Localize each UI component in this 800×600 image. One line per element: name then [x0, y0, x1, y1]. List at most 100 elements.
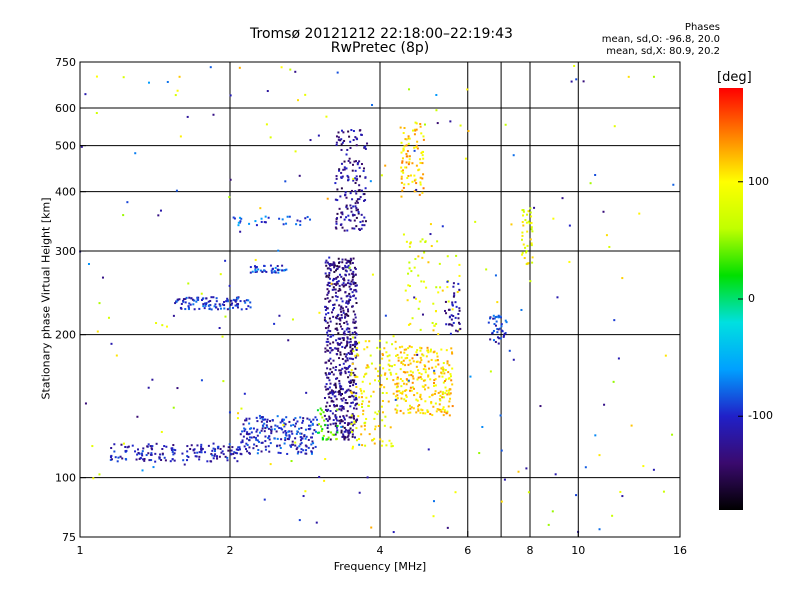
data-point [350, 350, 353, 353]
data-point [526, 244, 529, 247]
data-point [337, 261, 340, 264]
data-point [435, 410, 438, 413]
data-point [340, 171, 343, 174]
data-point [529, 238, 532, 241]
data-point [311, 432, 314, 435]
data-point [394, 408, 397, 411]
phases-o-stats: mean, sd,O: -96.8, 20.0 [601, 34, 720, 45]
data-point [342, 337, 345, 340]
data-point [80, 145, 83, 148]
data-point [428, 367, 431, 370]
data-point [521, 253, 524, 256]
data-point [334, 382, 337, 385]
data-point [139, 457, 142, 460]
data-point [621, 277, 624, 280]
data-point [400, 195, 403, 198]
data-point [411, 357, 414, 360]
data-point [257, 448, 260, 451]
data-point [364, 176, 367, 179]
data-point [295, 223, 298, 226]
data-point [496, 336, 499, 339]
data-point [349, 298, 352, 301]
data-point [200, 451, 203, 454]
data-point [349, 257, 352, 260]
data-point [332, 263, 335, 266]
data-point [357, 354, 360, 357]
data-point [219, 273, 222, 276]
data-point [337, 349, 340, 352]
data-point [488, 317, 491, 320]
data-point [219, 447, 222, 450]
data-point [338, 363, 341, 366]
data-point [341, 327, 344, 330]
data-point [270, 430, 273, 433]
data-point [340, 371, 343, 374]
data-point [410, 346, 413, 349]
data-point [408, 88, 411, 91]
data-point [451, 308, 454, 311]
data-point [271, 267, 274, 270]
data-point [267, 216, 270, 219]
data-point [233, 217, 236, 220]
data-point [346, 207, 349, 210]
data-point [281, 419, 284, 422]
data-point [137, 451, 140, 454]
y-tick-label: 300 [55, 245, 76, 258]
data-point [392, 392, 395, 395]
data-point [355, 407, 358, 410]
data-point [215, 300, 218, 303]
data-point [204, 451, 207, 454]
data-point [447, 405, 450, 408]
data-point [349, 296, 352, 299]
data-point [218, 455, 221, 458]
data-point [481, 425, 484, 428]
data-point [431, 393, 434, 396]
data-point [335, 339, 338, 342]
data-point [407, 323, 410, 326]
data-point [331, 433, 334, 436]
data-point [328, 417, 331, 420]
data-point [497, 314, 500, 317]
data-point [343, 333, 346, 336]
data-point [438, 403, 441, 406]
data-point [388, 368, 391, 371]
data-point [172, 314, 175, 317]
data-point [357, 210, 360, 213]
data-point [287, 339, 290, 342]
data-point [341, 399, 344, 402]
data-point [405, 348, 408, 351]
data-point [442, 391, 445, 394]
data-point [456, 291, 459, 294]
data-point [310, 450, 313, 453]
data-point [324, 261, 327, 264]
data-point [421, 150, 424, 153]
data-point [250, 431, 253, 434]
data-point [353, 374, 356, 377]
data-point [325, 388, 328, 391]
data-point [281, 269, 284, 272]
data-point [381, 391, 384, 394]
data-point [263, 221, 266, 224]
data-point [494, 324, 497, 327]
data-point [323, 419, 326, 422]
data-point [330, 349, 333, 352]
data-point [327, 359, 330, 362]
data-point [327, 326, 330, 329]
data-point [352, 371, 355, 374]
data-point [340, 418, 343, 421]
data-point [422, 368, 425, 371]
data-point [344, 399, 347, 402]
data-point [226, 300, 229, 303]
data-point [404, 371, 407, 374]
data-point [423, 251, 426, 254]
data-point [421, 154, 424, 157]
data-point [427, 360, 430, 363]
data-point [186, 445, 189, 448]
data-point [353, 343, 356, 346]
data-point [489, 316, 492, 319]
data-point [248, 422, 251, 425]
data-point [355, 427, 358, 430]
data-point [355, 392, 358, 395]
data-point [365, 372, 368, 375]
data-point [246, 431, 249, 434]
